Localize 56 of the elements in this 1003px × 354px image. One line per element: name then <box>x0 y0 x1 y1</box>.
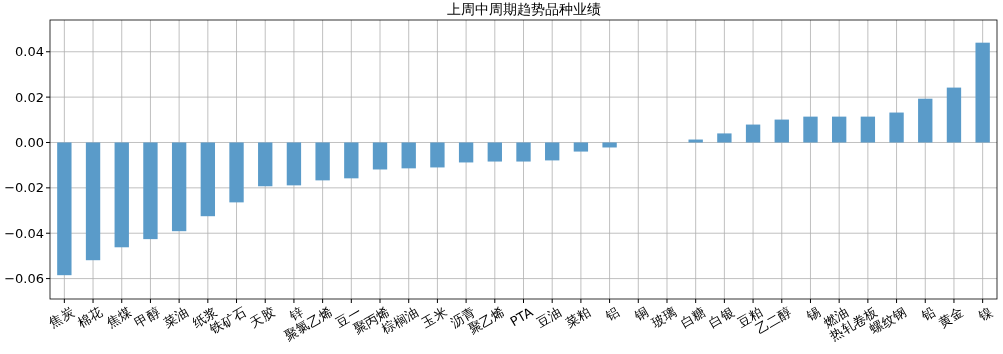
bar <box>57 142 72 276</box>
bar <box>717 133 732 143</box>
x-tick-label: 焦炭 <box>46 304 77 331</box>
x-tick-label: 豆油 <box>534 304 565 331</box>
x-tick-label: 天胶 <box>247 304 278 331</box>
bar <box>401 142 416 169</box>
x-tick-label: 玻璃 <box>649 304 680 331</box>
x-tick-label: 白糖 <box>677 304 708 331</box>
x-tick-label: PTA <box>507 304 536 330</box>
x-tick-label: 甲醇 <box>132 304 163 331</box>
x-tick-label: 铅 <box>917 304 938 325</box>
bar <box>171 142 187 232</box>
bar <box>458 142 474 163</box>
bar <box>315 142 330 181</box>
x-tick-label: 菜粕 <box>562 304 593 331</box>
bar <box>229 142 244 203</box>
bar <box>602 142 617 148</box>
bar <box>487 142 502 162</box>
bar <box>831 116 847 143</box>
y-tick-label: 0.04 <box>15 44 44 60</box>
x-tick-label: 铜 <box>630 304 651 325</box>
bar <box>372 142 388 170</box>
x-tick-label: 锡 <box>802 304 823 325</box>
bar <box>430 142 445 168</box>
x-tick-label: 菜油 <box>161 304 192 331</box>
bar <box>889 112 904 143</box>
y-tick-label: 0.02 <box>15 89 44 105</box>
bar <box>745 124 761 143</box>
x-tick-label: 玉米 <box>419 304 450 331</box>
bar <box>85 142 101 261</box>
bar <box>975 42 990 143</box>
bar <box>573 142 589 152</box>
bar <box>516 142 531 162</box>
bar <box>143 142 158 240</box>
bar <box>258 142 273 187</box>
y-tick-label: 0.00 <box>15 135 44 151</box>
bar <box>774 119 789 143</box>
bar <box>860 116 876 143</box>
bar <box>918 98 933 143</box>
bar <box>200 142 216 217</box>
x-tick-label: 镍 <box>975 304 995 325</box>
bar <box>344 142 359 179</box>
bar <box>114 142 129 248</box>
chart-title: 上周中周期趋势品种业绩 <box>446 1 601 17</box>
y-tick-label: −0.04 <box>4 225 44 241</box>
bar <box>545 142 560 161</box>
x-tick-label: 黄金 <box>935 304 966 331</box>
bar <box>803 116 818 143</box>
bar <box>286 142 302 186</box>
bar <box>946 87 962 143</box>
x-tick-label: 棉花 <box>75 304 106 331</box>
x-tick-label: 白银 <box>706 304 737 331</box>
x-tick-label: 焦煤 <box>103 304 134 331</box>
y-tick-label: −0.06 <box>4 271 44 287</box>
x-tick-label: 铝 <box>602 304 622 325</box>
y-tick-label: −0.02 <box>4 180 44 196</box>
